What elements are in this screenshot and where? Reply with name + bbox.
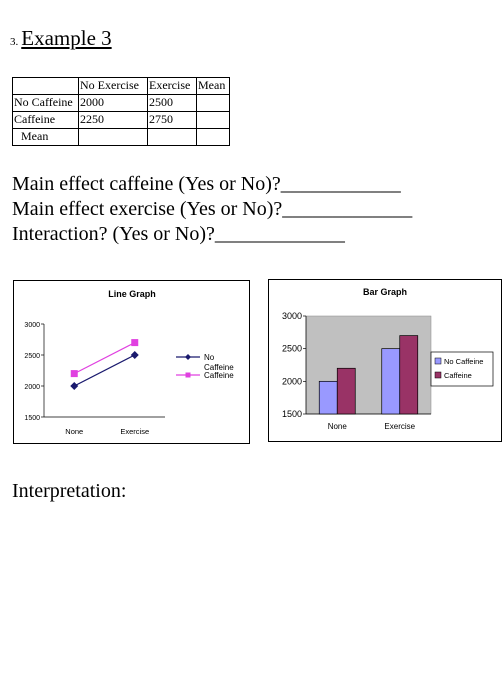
table-cell: No Caffeine (12, 94, 79, 112)
line-graph-frame: Line Graph 1500 2000 2500 3000 None Exercise No… (13, 280, 250, 444)
bar-graph: Bar Graph 1500 2000 2500 3000 None Exercise No … (282, 287, 494, 431)
question-caffeine: Main effect caffeine (Yes or No)?_______… (12, 173, 401, 195)
bar (318, 380, 338, 415)
y-tick-label: 1500 (282, 409, 302, 419)
x-tick-label: None (328, 422, 348, 431)
table-cell (147, 128, 197, 146)
table-row: Mean (12, 128, 230, 146)
table-row: Caffeine 2250 2750 (12, 111, 230, 129)
line-graph: Line Graph 1500 2000 2500 3000 None Exercise No… (24, 289, 234, 436)
legend-label: Caffeine (444, 371, 472, 380)
y-tick-label: 2500 (282, 344, 302, 354)
data-table: No Exercise Exercise Mean No Caffeine 20… (12, 77, 230, 146)
table-header-cell: Exercise (147, 77, 197, 95)
table-cell: 2750 (147, 111, 197, 129)
table-cell: 2250 (78, 111, 148, 129)
y-tick-label: 2500 (24, 353, 40, 360)
legend-label: Caffeine (204, 363, 234, 372)
data-point (70, 382, 79, 390)
bar (336, 367, 356, 415)
data-point (131, 339, 139, 347)
y-tick-label: 3000 (24, 322, 40, 329)
data-point (70, 370, 78, 378)
legend-marker (185, 372, 191, 378)
table-header-row: No Exercise Exercise Mean (12, 77, 230, 95)
table-cell (196, 128, 230, 146)
table-cell: 2500 (147, 94, 197, 112)
y-tick-label: 2000 (24, 384, 40, 391)
x-tick-label: Exercise (384, 422, 415, 431)
bar (399, 335, 419, 415)
bar (381, 348, 401, 415)
table-cell: Caffeine (12, 111, 79, 129)
legend-box (430, 351, 494, 387)
legend-swatch (434, 357, 442, 365)
bar-graph-frame: Bar Graph 1500 2000 2500 3000 None Exercise No … (268, 279, 502, 442)
legend-marker (185, 354, 191, 360)
legend-label: No (204, 353, 215, 362)
table-header-cell (12, 77, 79, 95)
data-point (130, 351, 139, 359)
table-header-cell: No Exercise (78, 77, 148, 95)
question-interaction: Interaction? (Yes or No)?_____________ (12, 223, 345, 245)
legend-label: Caffeine (204, 371, 234, 380)
section-title: Example 3 (21, 26, 112, 50)
series-line (73, 354, 136, 387)
table-header-cell: Mean (196, 77, 230, 95)
section-heading: 3. Example 3 (10, 26, 112, 51)
interpretation-label: Interpretation: (12, 480, 127, 502)
legend-label: No Caffeine (444, 357, 483, 366)
y-tick-label: 1500 (24, 415, 40, 422)
series-line (73, 342, 136, 375)
question-exercise: Main effect exercise (Yes or No)?_______… (12, 198, 413, 220)
table-cell: 2000 (78, 94, 148, 112)
table-cell: Mean (12, 128, 79, 146)
x-tick-label: None (65, 427, 83, 436)
x-tick-label: Exercise (120, 427, 149, 436)
chart-title: Line Graph (108, 289, 156, 299)
y-tick-label: 3000 (282, 311, 302, 321)
table-cell (196, 94, 230, 112)
y-tick-label: 2000 (282, 376, 302, 386)
table-cell (78, 128, 148, 146)
chart-title: Bar Graph (363, 287, 407, 297)
table-row: No Caffeine 2000 2500 (12, 94, 230, 112)
legend-swatch (434, 371, 442, 379)
table-cell (196, 111, 230, 129)
section-number: 3. (10, 36, 19, 48)
